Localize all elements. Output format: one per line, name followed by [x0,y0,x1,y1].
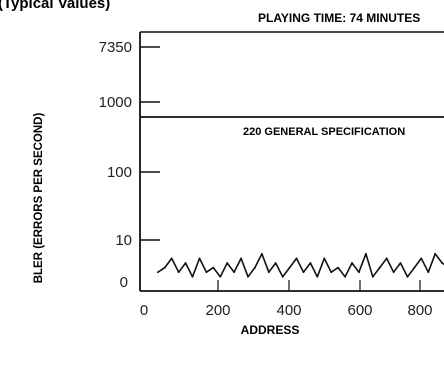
data-point-2 [170,257,173,260]
y-tick-100: 100 [107,164,132,181]
data-point-39 [427,271,430,274]
x-tick-600: 600 [347,302,372,319]
data-point-16 [267,271,270,274]
data-point-8 [212,266,215,269]
data-point-26 [337,266,339,269]
x-tick-200: 200 [205,302,230,319]
data-point-38 [420,257,423,260]
data-point-32 [378,266,381,269]
data-point-21 [302,271,305,274]
x-axis-label: ADDRESS [241,323,300,337]
data-point-40 [434,252,437,255]
data-point-19 [288,266,291,269]
y-tick-10: 10 [115,232,132,249]
spec-label: 220 GENERAL SPECIFICATION [243,126,405,138]
data-point-0 [157,271,159,274]
data-point-30 [365,252,367,255]
data-point-41 [441,262,443,264]
data-point-14 [254,266,256,269]
bler-series-line [157,253,444,278]
x-ticks: 0 200 400 600 800 [140,280,433,319]
y-axis-label: BLER (ERRORS PER SECOND) [33,113,45,284]
data-point-15 [261,252,263,255]
data-point-11 [233,271,236,274]
data-point-27 [344,275,346,278]
data-point-34 [392,271,395,274]
data-point-22 [309,262,312,264]
y-tick-1000: 1000 [99,94,132,111]
data-point-23 [316,275,319,278]
data-point-20 [295,257,298,260]
data-point-12 [240,257,243,260]
data-point-5 [191,275,194,278]
data-point-3 [177,271,180,274]
data-point-18 [281,275,284,278]
data-point-33 [385,257,388,260]
data-point-4 [184,262,187,264]
bler-series [157,252,444,278]
x-tick-0: 0 [140,302,148,319]
data-point-28 [351,262,353,264]
y-ticks: 7350 1000 100 10 0 [99,39,160,291]
x-tick-400: 400 [276,302,301,319]
data-point-17 [274,262,277,264]
data-point-13 [247,275,249,278]
data-point-37 [413,266,416,269]
data-point-29 [358,271,360,274]
data-point-9 [219,275,222,278]
y-tick-7350: 7350 [99,39,132,56]
x-tick-800: 800 [407,302,432,319]
y-tick-0: 0 [120,274,128,291]
data-point-36 [406,275,409,278]
data-point-1 [163,266,166,269]
data-point-35 [399,262,402,264]
data-point-25 [330,271,333,274]
data-point-7 [205,271,208,274]
chart-subtitle: (Typical Values) [0,0,110,12]
data-point-31 [371,275,374,278]
data-point-10 [226,262,229,264]
playing-time-label: PLAYING TIME: 74 MINUTES [258,11,420,25]
data-point-6 [198,257,201,260]
data-point-24 [323,257,326,260]
